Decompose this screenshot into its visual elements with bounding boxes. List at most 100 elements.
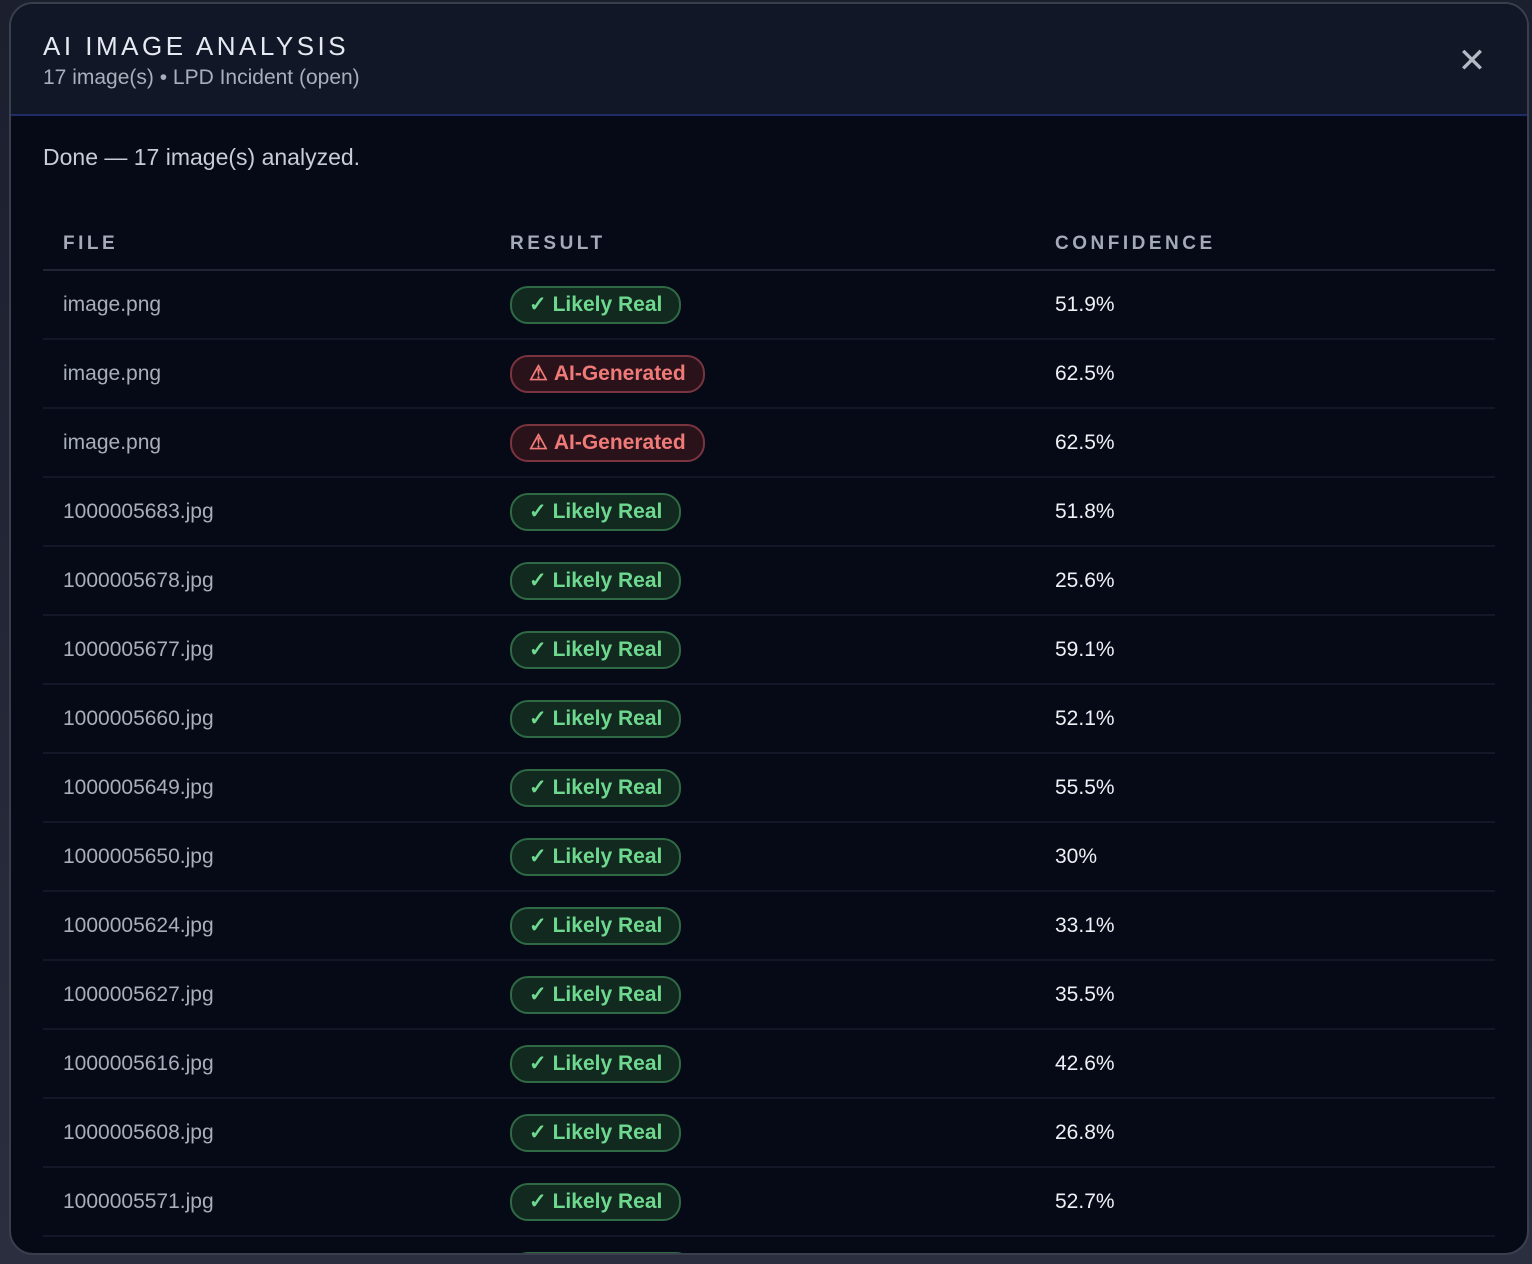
table-row: 1000005627.jpg ✓ Likely Real 35.5% — [43, 960, 1495, 1030]
file-name: 1000005616.jpg — [43, 1029, 510, 1099]
table-header: FILE RESULT CONFIDENCE — [43, 219, 1495, 271]
result-cell: ✓ Likely Real — [510, 270, 1055, 340]
result-label: AI-Generated — [553, 430, 686, 454]
table-row: 1000005616.jpg ✓ Likely Real 42.6% — [43, 1029, 1495, 1099]
result-badge: ✓ Likely Real — [510, 1182, 682, 1221]
result-label: Likely Real — [552, 292, 663, 316]
result-badge: ✓ Likely Real — [510, 630, 682, 669]
confidence-value: 52.1% — [1055, 684, 1495, 754]
warning-icon: ⚠ — [529, 430, 548, 454]
table-row: 1000005650.jpg ✓ Likely Real 30% — [43, 822, 1495, 892]
check-icon: ✓ — [529, 292, 547, 316]
column-result: RESULT — [510, 219, 1055, 271]
table-row: 1000005678.jpg ✓ Likely Real 25.6% — [43, 546, 1495, 616]
confidence-value: 62.5% — [1055, 339, 1495, 409]
check-icon: ✓ — [529, 844, 547, 868]
status-message: Done — 17 image(s) analyzed. — [43, 144, 361, 170]
result-badge: ✓ Likely Real — [510, 975, 682, 1014]
column-file: FILE — [43, 219, 510, 271]
result-badge: ✓ Likely Real — [510, 1113, 682, 1152]
result-cell: ✓ Likely Real — [510, 960, 1055, 1030]
check-icon: ✓ — [529, 1120, 547, 1144]
check-icon: ✓ — [529, 775, 547, 799]
file-name: 1000005677.jpg — [43, 615, 510, 685]
check-icon: ✓ — [529, 706, 547, 730]
result-label: AI-Generated — [553, 361, 686, 385]
table-row: 1000005660.jpg ✓ Likely Real 52.1% — [43, 684, 1495, 754]
result-cell: ✓ Likely Real — [510, 615, 1055, 685]
result-label: Likely Real — [552, 1120, 663, 1144]
result-label: Likely Real — [552, 775, 663, 799]
result-badge: ✓ Likely Real — [510, 285, 682, 324]
warning-icon: ⚠ — [529, 361, 548, 385]
result-label: Likely Real — [552, 568, 663, 592]
result-badge: ✓ Likely Real — [510, 768, 682, 807]
result-badge: ✓ Likely Real — [510, 1044, 682, 1083]
check-icon: ✓ — [529, 1189, 547, 1213]
result-label: Likely Real — [552, 844, 663, 868]
confidence-value: 42.6% — [1055, 1029, 1495, 1099]
result-badge — [510, 1251, 694, 1253]
result-cell: ✓ Likely Real — [510, 477, 1055, 547]
file-name: 1000005624.jpg — [43, 891, 510, 961]
result-badge: ✓ Likely Real — [510, 699, 682, 738]
results-table: FILE RESULT CONFIDENCE image.png ✓ Likely… — [43, 219, 1495, 1253]
file-name: image.png — [43, 339, 510, 409]
result-label: Likely Real — [552, 1189, 663, 1213]
result-badge: ✓ Likely Real — [510, 492, 682, 531]
file-name: 1000005683.jpg — [43, 477, 510, 547]
table-row: image.png ⚠ AI-Generated 62.5% — [43, 339, 1495, 409]
check-icon: ✓ — [529, 637, 547, 661]
result-cell: ⚠ AI-Generated — [510, 408, 1055, 478]
result-cell: ✓ Likely Real — [510, 1029, 1055, 1099]
modal-header: AI IMAGE ANALYSIS 17 image(s) • LPD Inci… — [11, 4, 1527, 116]
confidence-value: 25.6% — [1055, 546, 1495, 616]
table-row: 1000005571.jpg ✓ Likely Real 52.7% — [43, 1167, 1495, 1237]
table-row: 1000005608.jpg ✓ Likely Real 26.8% — [43, 1098, 1495, 1168]
result-label: Likely Real — [552, 706, 663, 730]
confidence-value: 51.9% — [1055, 270, 1495, 340]
confidence-value: 52.7% — [1055, 1167, 1495, 1237]
close-icon[interactable]: ✕ — [1457, 42, 1487, 80]
check-icon: ✓ — [529, 913, 547, 937]
check-icon: ✓ — [529, 982, 547, 1006]
confidence-value: 59.1% — [1055, 615, 1495, 685]
result-cell: ✓ Likely Real — [510, 891, 1055, 961]
confidence-value: 51.8% — [1055, 477, 1495, 547]
table-row: 1000005624.jpg ✓ Likely Real 33.1% — [43, 891, 1495, 961]
confidence-value: 26.8% — [1055, 1098, 1495, 1168]
confidence-value: 35.5% — [1055, 960, 1495, 1030]
result-badge: ⚠ AI-Generated — [510, 354, 705, 393]
confidence-value: 30% — [1055, 822, 1495, 892]
result-label: Likely Real — [552, 1051, 663, 1075]
file-name: 1000005650.jpg — [43, 822, 510, 892]
result-label: Likely Real — [552, 637, 663, 661]
modal-title: AI IMAGE ANALYSIS — [43, 31, 350, 61]
result-badge: ✓ Likely Real — [510, 837, 682, 876]
confidence-value: 62.5% — [1055, 408, 1495, 478]
result-cell: ⚠ AI-Generated — [510, 339, 1055, 409]
table-row: 1000005649.jpg ✓ Likely Real 55.5% — [43, 753, 1495, 823]
confidence-value: 55.5% — [1055, 753, 1495, 823]
result-cell: ✓ Likely Real — [510, 1098, 1055, 1168]
file-name: image.png — [43, 408, 510, 478]
result-cell: ✓ Likely Real — [510, 546, 1055, 616]
table-row: 1000005677.jpg ✓ Likely Real 59.1% — [43, 615, 1495, 685]
file-name: 1000005660.jpg — [43, 684, 510, 754]
file-name: 1000005608.jpg — [43, 1098, 510, 1168]
check-icon: ✓ — [529, 1051, 547, 1075]
table-row: image.png ✓ Likely Real 51.9% — [43, 270, 1495, 340]
result-badge: ⚠ AI-Generated — [510, 423, 705, 462]
result-cell: ✓ Likely Real — [510, 753, 1055, 823]
file-name: 1000005627.jpg — [43, 960, 510, 1030]
result-label: Likely Real — [552, 982, 663, 1006]
result-cell: ✓ Likely Real — [510, 822, 1055, 892]
result-label: Likely Real — [552, 499, 663, 523]
confidence-value: 33.1% — [1055, 891, 1495, 961]
ai-analysis-modal: AI IMAGE ANALYSIS 17 image(s) • LPD Inci… — [9, 2, 1529, 1255]
result-cell: ✓ Likely Real — [510, 684, 1055, 754]
file-name: 1000005649.jpg — [43, 753, 510, 823]
result-badge: ✓ Likely Real — [510, 561, 682, 600]
check-icon: ✓ — [529, 568, 547, 592]
file-name: image.png — [43, 270, 510, 340]
